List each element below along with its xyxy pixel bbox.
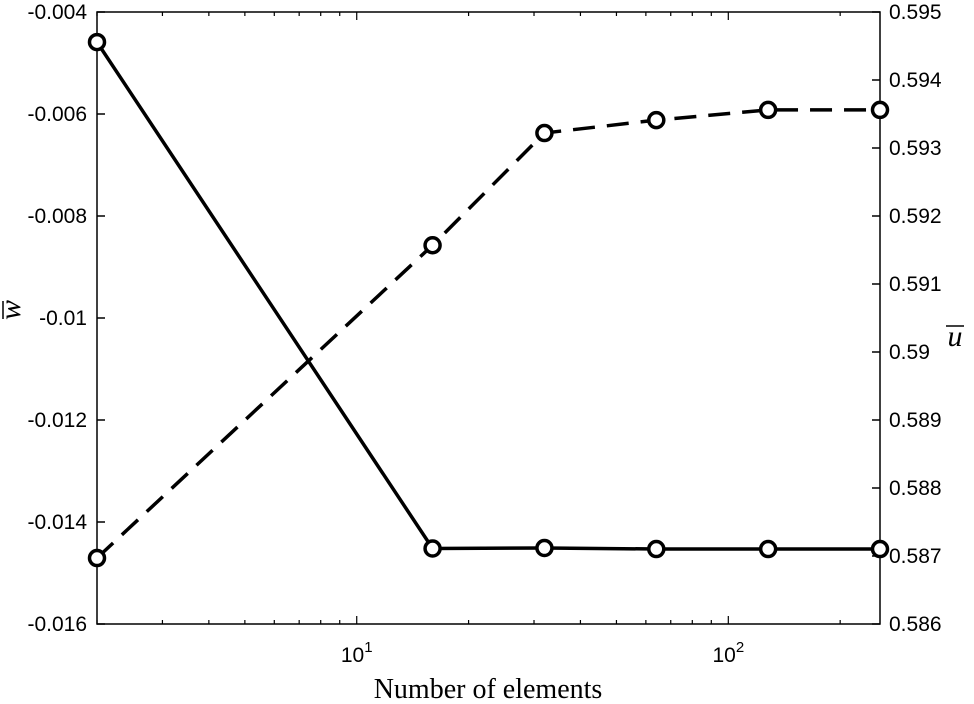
right-tick-label: 0.594 bbox=[889, 69, 942, 92]
right-tick-label: 0.59 bbox=[889, 341, 930, 364]
right-axis-label: u bbox=[948, 320, 963, 353]
x-tick-label: 102 bbox=[712, 639, 744, 667]
series-1-point bbox=[758, 539, 778, 559]
right-tick-label: 0.591 bbox=[889, 273, 942, 296]
left-tick-label: -0.01 bbox=[39, 307, 87, 330]
series-1-point bbox=[870, 539, 890, 559]
right-tick-label: 0.595 bbox=[889, 1, 942, 24]
right-tick-label: 0.587 bbox=[889, 545, 942, 568]
series-1-point bbox=[87, 32, 107, 52]
left-axis-label: w bbox=[0, 300, 27, 320]
series-2-point bbox=[535, 123, 554, 143]
left-tick-label: -0.012 bbox=[27, 409, 87, 432]
series-2-point bbox=[87, 548, 107, 568]
left-tick-label: -0.016 bbox=[27, 613, 87, 636]
right-tick-label: 0.588 bbox=[889, 477, 942, 500]
right-y-axis: 0.586 0.587 0.588 0.589 0.59 0.591 0.592 0.593 0… bbox=[872, 1, 942, 636]
right-tick-label: 0.592 bbox=[889, 205, 942, 228]
right-tick-label: 0.593 bbox=[889, 137, 942, 160]
right-tick-label: 0.589 bbox=[889, 409, 942, 432]
series-line-2 bbox=[95, 108, 880, 560]
plot-area bbox=[96, 11, 881, 625]
series-layer bbox=[87, 32, 890, 568]
series-line-1 bbox=[95, 41, 880, 551]
series-1-point bbox=[647, 539, 666, 559]
x-axis-title: Number of elements bbox=[374, 674, 603, 704]
series-1-point bbox=[423, 539, 442, 558]
series-2-point bbox=[758, 100, 778, 120]
series-2-point bbox=[870, 100, 890, 120]
left-y-axis: -0.016 -0.014 -0.012 -0.01 -0.008 -0.006 -0.00… bbox=[27, 1, 105, 636]
right-tick-label: 0.586 bbox=[889, 613, 942, 636]
series-1-point bbox=[535, 538, 554, 558]
series-2-point bbox=[647, 110, 666, 130]
left-tick-label: -0.014 bbox=[27, 511, 87, 534]
x-tick-label: 101 bbox=[341, 639, 373, 667]
left-tick-label: -0.006 bbox=[27, 103, 87, 126]
left-axis-label-group: w bbox=[0, 300, 27, 320]
x-axis: 101 102 bbox=[96, 12, 841, 667]
left-tick-label: -0.004 bbox=[27, 1, 87, 24]
right-axis-label-group: u bbox=[946, 320, 964, 353]
left-tick-label: -0.008 bbox=[27, 205, 87, 228]
series-2-point bbox=[423, 235, 442, 255]
